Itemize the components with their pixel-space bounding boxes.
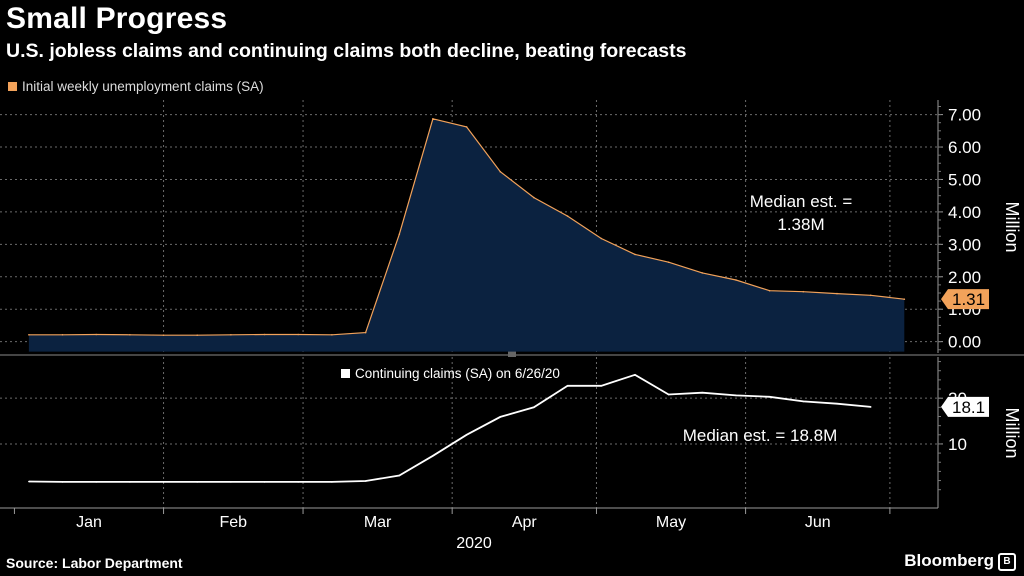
last-value-label-continuing: 18.1	[952, 398, 985, 417]
continuing-claims-point	[28, 480, 30, 483]
y-tick-label: 6.00	[948, 138, 981, 157]
initial-claims-point	[28, 334, 30, 336]
legend-initial-claims: Initial weekly unemployment claims (SA)	[8, 79, 264, 94]
x-tick-label: Mar	[364, 514, 392, 531]
initial-claims-point	[735, 279, 737, 281]
continuing-claims-point	[836, 402, 838, 405]
continuing-claims-point	[61, 481, 64, 483]
continuing-claims-point	[297, 481, 300, 483]
continuing-claims-point	[95, 481, 97, 483]
initial-claims-point	[263, 333, 266, 336]
continuing-claims-point	[566, 385, 569, 387]
continuing-claims-point	[162, 481, 165, 483]
initial-claims-point	[869, 294, 872, 297]
y-tick-label: 2.00	[948, 268, 981, 287]
source-note: Source: Labor Department	[6, 555, 183, 571]
continuing-claims-point	[533, 406, 535, 409]
initial-claims-area	[28, 118, 905, 352]
initial-claims-point	[129, 334, 131, 336]
continuing-claims-point	[230, 481, 232, 483]
initial-claims-point	[499, 170, 502, 173]
initial-claims-point	[331, 334, 333, 336]
continuing-claims-point	[802, 400, 805, 403]
y-tick-label: 10	[948, 435, 967, 454]
y-axis-title-bottom: Million	[1002, 407, 1022, 458]
initial-claims-point	[533, 196, 535, 199]
initial-claims-point	[768, 289, 771, 292]
initial-claims-point	[465, 126, 468, 128]
bloomberg-logo: Bloomberg	[904, 551, 994, 570]
bloomberg-mark-icon: B	[998, 553, 1016, 571]
initial-claims-point	[432, 118, 434, 120]
continuing-claims-point	[768, 396, 771, 398]
x-tick-label: Jan	[76, 514, 102, 531]
y-tick-label: 5.00	[948, 170, 981, 189]
annotation-continuing: Median est. = 18.8M	[683, 426, 838, 445]
x-tick-label: May	[656, 514, 686, 531]
continuing-claims-point	[600, 385, 603, 387]
y-tick-label: 3.00	[948, 235, 981, 254]
legend-label-continuing: Continuing claims (SA) on 6/26/20	[355, 366, 560, 381]
continuing-claims-point	[331, 481, 333, 483]
y-tick-label: 7.00	[948, 106, 981, 125]
continuing-claims-point	[735, 394, 737, 397]
y-axis-title-top: Million	[1002, 201, 1022, 252]
initial-claims-point	[95, 333, 97, 336]
annotation-initial-line1: Median est. =	[750, 192, 853, 211]
continuing-claims-point	[364, 480, 367, 482]
initial-claims-point	[364, 331, 367, 334]
last-value-label-initial: 1.31	[952, 290, 985, 309]
initial-claims-point	[162, 334, 165, 337]
y-tick-label: 4.00	[948, 203, 981, 222]
last-value-tag-continuing	[941, 396, 989, 417]
initial-claims-point	[701, 272, 704, 274]
initial-claims-point	[836, 292, 838, 295]
initial-claims-point	[802, 290, 805, 293]
continuing-claims-point	[196, 481, 198, 483]
legend-swatch-continuing	[341, 369, 350, 378]
continuing-claims-point	[398, 474, 401, 477]
legend-swatch-initial	[8, 82, 17, 91]
continuing-claims-point	[465, 434, 468, 436]
initial-claims-point	[566, 215, 569, 217]
y-tick-label: 0.00	[948, 333, 981, 352]
initial-claims-point	[196, 334, 198, 337]
chart-title: Small Progress	[6, 2, 228, 35]
initial-claims-point	[634, 253, 636, 256]
continuing-claims-line	[28, 373, 871, 483]
initial-claims-point	[667, 261, 670, 264]
initial-claims-point	[297, 333, 300, 336]
continuing-claims-point	[263, 481, 266, 483]
x-tick-label: Feb	[220, 514, 248, 531]
x-tick-label: Jun	[805, 514, 831, 531]
x-year-label: 2020	[456, 535, 492, 552]
chart-subtitle: U.S. jobless claims and continuing claim…	[6, 40, 687, 62]
initial-claims-point	[600, 237, 603, 240]
continuing-claims-point	[129, 481, 131, 483]
continuing-claims-point	[869, 406, 872, 408]
last-value-tag-initial	[941, 289, 989, 310]
panel-divider-handle	[508, 351, 516, 357]
continuing-claims-point	[701, 391, 704, 394]
legend-label-initial: Initial weekly unemployment claims (SA)	[22, 79, 264, 94]
initial-claims-point	[398, 233, 401, 236]
legend-continuing-claims: Continuing claims (SA) on 6/26/20	[341, 366, 560, 381]
x-tick-label: Apr	[512, 514, 538, 531]
continuing-claims-point	[499, 416, 502, 418]
continuing-claims-point	[432, 455, 434, 457]
initial-claims-point	[230, 334, 232, 336]
initial-claims-point	[903, 298, 906, 301]
initial-claims-point	[61, 334, 64, 336]
continuing-claims-point	[667, 393, 670, 396]
annotation-initial-line2: 1.38M	[777, 215, 824, 234]
continuing-claims-point	[634, 374, 636, 376]
